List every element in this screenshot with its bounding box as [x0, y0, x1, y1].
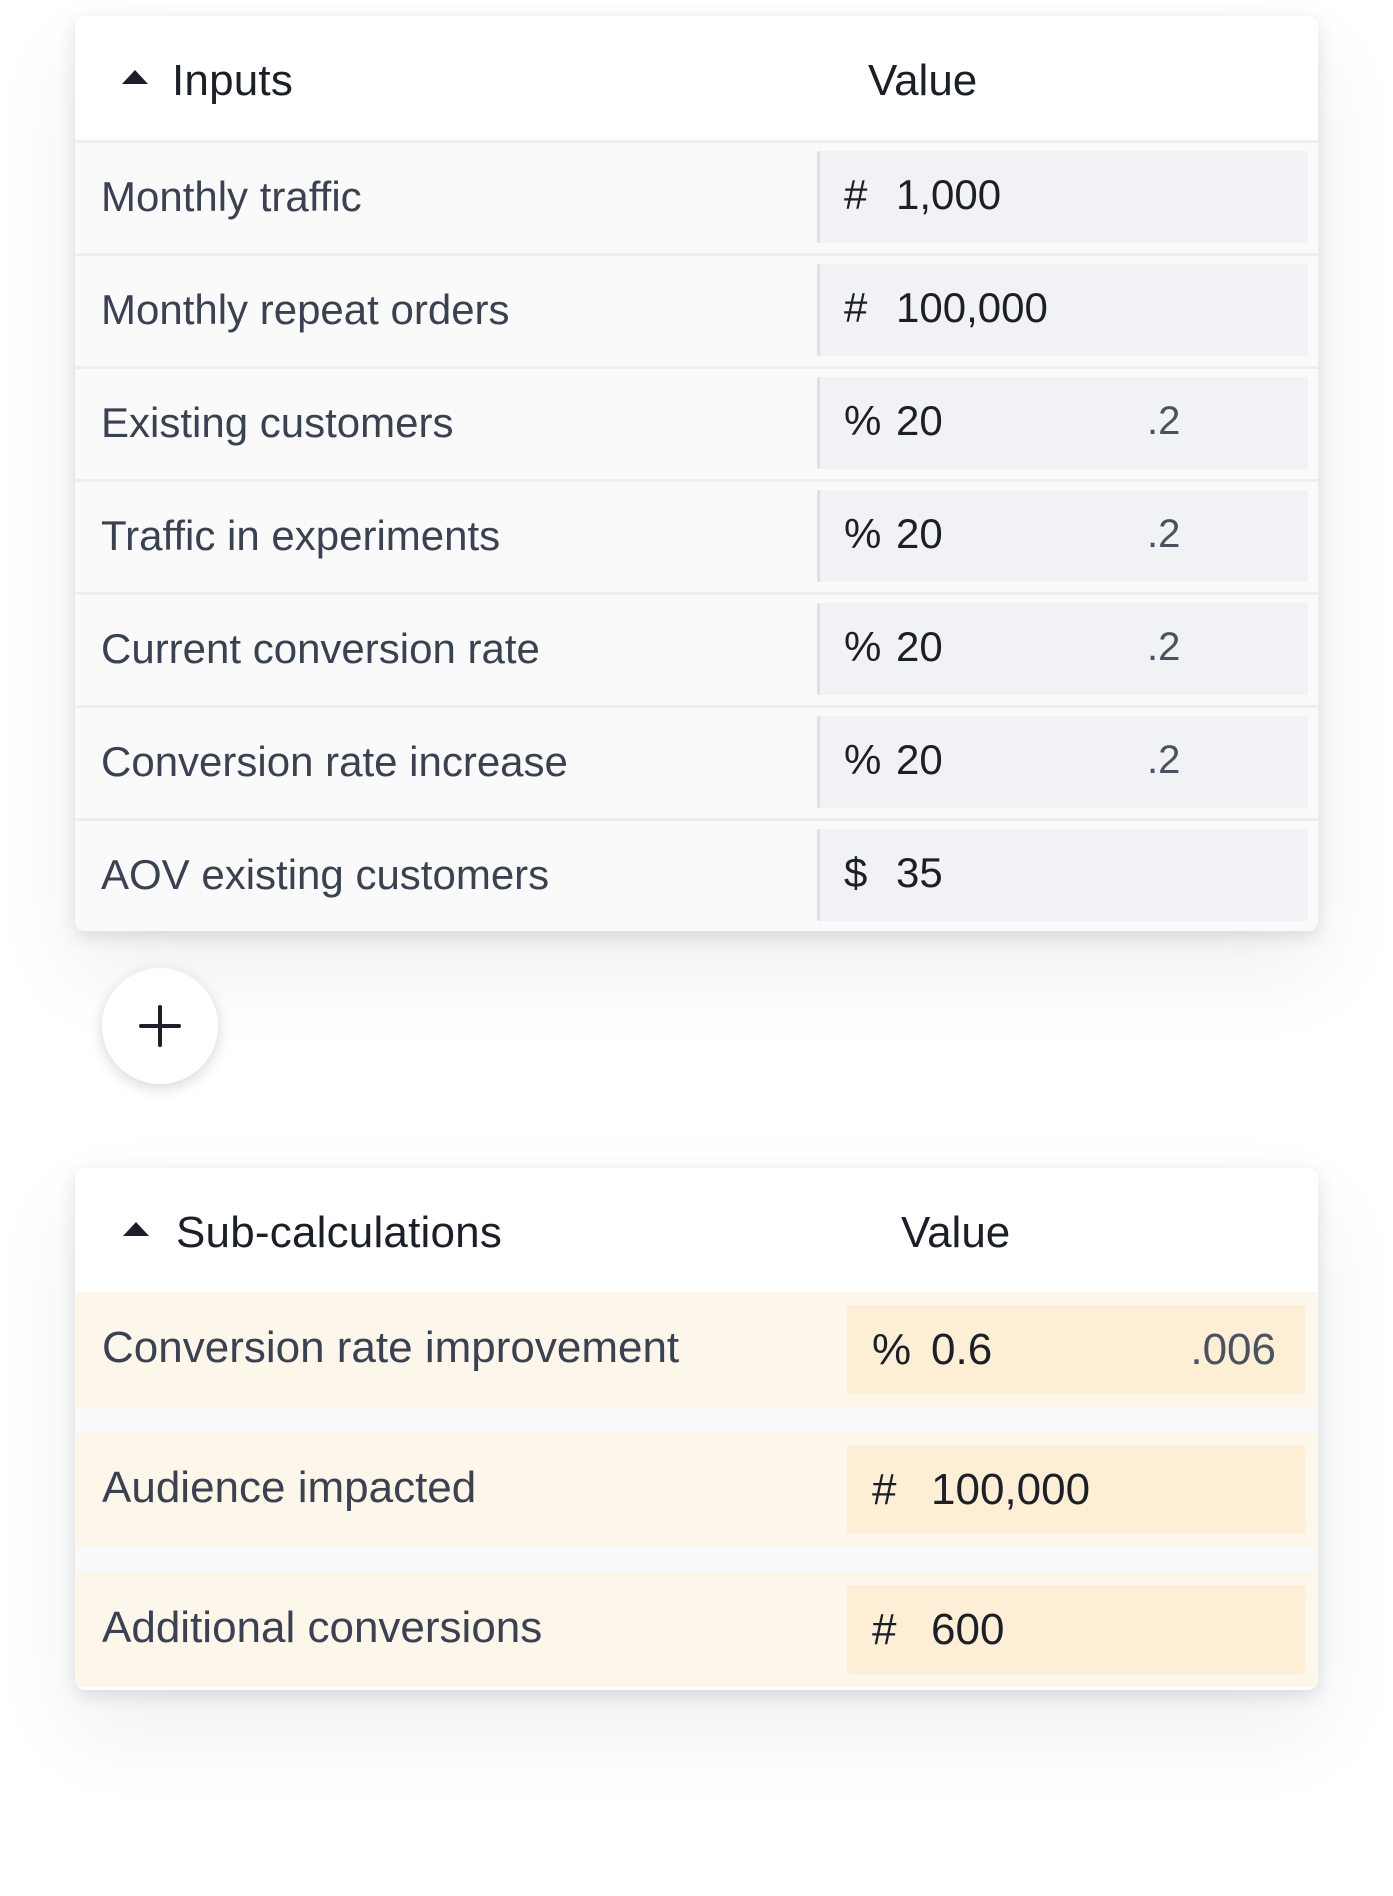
row-label: Monthly repeat orders: [101, 286, 510, 333]
value-text: 100,000: [896, 284, 1048, 331]
row-label: Monthly traffic: [101, 173, 362, 220]
value-text: 35: [896, 849, 943, 896]
value-text: 1,000: [896, 171, 1002, 218]
unit-symbol: %: [872, 1325, 912, 1374]
unit-symbol: #: [844, 171, 868, 218]
sub-calculations-title: Sub-calculations: [176, 1208, 503, 1257]
input-row-current-conversion-rate: Current conversion rate % 20 .2: [75, 592, 1318, 705]
row-divider: [75, 1547, 1318, 1572]
unit-symbol: %: [844, 397, 882, 444]
unit-symbol: #: [872, 1605, 897, 1654]
input-row-traffic-in-experiments: Traffic in experiments % 20 .2: [75, 479, 1318, 592]
unit-symbol: %: [844, 623, 882, 670]
computed-value: # 100,000: [847, 1445, 1305, 1534]
input-row-conversion-rate-increase: Conversion rate increase % 20 .2: [75, 705, 1318, 818]
row-label: AOV existing customers: [101, 851, 550, 898]
row-label: Conversion rate improvement: [102, 1323, 680, 1372]
unit-symbol: $: [844, 849, 868, 896]
plus-icon: [139, 1005, 181, 1047]
row-label: Existing customers: [101, 399, 454, 446]
value-input[interactable]: % 20 .2: [817, 603, 1308, 695]
decimal-value: .2: [1147, 399, 1181, 443]
value-text: 20: [896, 736, 943, 783]
row-label: Audience impacted: [102, 1463, 477, 1512]
decimal-value: .006: [1190, 1325, 1276, 1374]
unit-symbol: #: [844, 284, 868, 331]
computed-value: # 600: [847, 1585, 1305, 1674]
input-row-monthly-traffic: Monthly traffic # 1,000: [75, 140, 1318, 253]
unit-symbol: %: [844, 510, 882, 557]
inputs-header: Inputs Value: [75, 16, 1318, 140]
row-label: Conversion rate increase: [101, 738, 568, 785]
input-row-existing-customers: Existing customers % 20 .2: [75, 366, 1318, 479]
row-label: Traffic in experiments: [101, 512, 501, 559]
value-text: 20: [896, 510, 943, 557]
sub-calculations-value-header: Value: [901, 1208, 1011, 1257]
add-input-button[interactable]: [102, 968, 218, 1084]
value-text: 0.6: [931, 1325, 993, 1374]
collapse-triangle-icon[interactable]: [123, 1222, 149, 1236]
subcalc-row-additional-conversions: Additional conversions # 600: [75, 1572, 1318, 1687]
value-text: 20: [896, 623, 943, 670]
value-input[interactable]: # 1,000: [817, 151, 1308, 243]
row-divider: [75, 1407, 1318, 1432]
input-row-aov-existing-customers: AOV existing customers $ 35: [75, 818, 1318, 931]
inputs-panel: Inputs Value Monthly traffic # 1,000 Mon…: [75, 16, 1318, 931]
sub-calculations-header: Sub-calculations Value: [75, 1168, 1318, 1292]
input-row-monthly-repeat-orders: Monthly repeat orders # 100,000: [75, 253, 1318, 366]
row-label: Current conversion rate: [101, 625, 540, 672]
value-input[interactable]: $ 35: [817, 829, 1308, 921]
value-text: 100,000: [931, 1465, 1091, 1514]
inputs-value-header: Value: [868, 56, 978, 105]
row-label: Additional conversions: [102, 1603, 543, 1652]
collapse-triangle-icon[interactable]: [122, 70, 148, 84]
unit-symbol: %: [844, 736, 882, 783]
subcalc-row-conversion-rate-improvement: Conversion rate improvement % 0.6 .006: [75, 1292, 1318, 1407]
sub-calculations-panel: Sub-calculations Value Conversion rate i…: [75, 1168, 1318, 1690]
subcalc-row-audience-impacted: Audience impacted # 100,000: [75, 1432, 1318, 1547]
decimal-value: .2: [1147, 512, 1181, 556]
value-input[interactable]: % 20 .2: [817, 490, 1308, 582]
value-text: 20: [896, 397, 943, 444]
value-input[interactable]: # 100,000: [817, 264, 1308, 356]
value-input[interactable]: % 20 .2: [817, 377, 1308, 469]
decimal-value: .2: [1147, 738, 1181, 782]
inputs-title: Inputs: [172, 56, 294, 105]
value-input[interactable]: % 20 .2: [817, 716, 1308, 808]
computed-value: % 0.6 .006: [847, 1305, 1305, 1394]
value-text: 600: [931, 1605, 1005, 1654]
decimal-value: .2: [1147, 625, 1181, 669]
unit-symbol: #: [872, 1465, 897, 1514]
